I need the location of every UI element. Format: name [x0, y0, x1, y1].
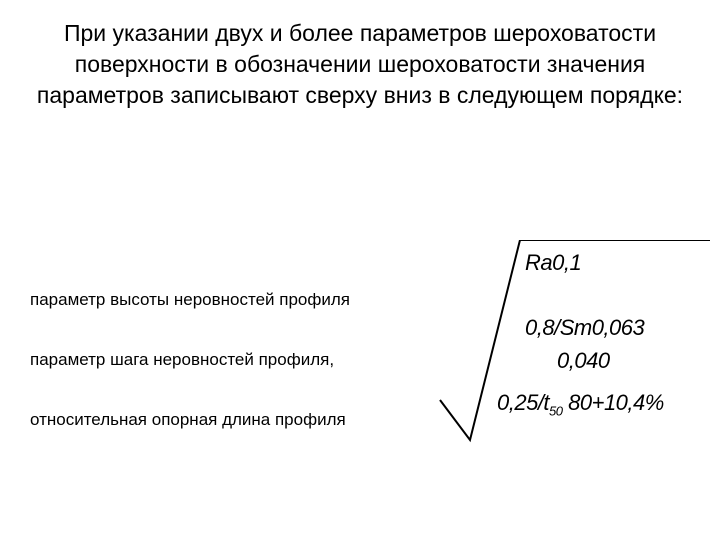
label-height-param: параметр высоты неровностей профиля — [30, 290, 350, 310]
heading-text: При указании двух и более параметров шер… — [0, 0, 720, 111]
value-t50-b: 80+10,4% — [563, 390, 664, 415]
value-t50-sub: 50 — [549, 403, 562, 418]
value-mid: 0,040 — [557, 348, 610, 374]
label-support-length: относительная опорная длина профиля — [30, 410, 346, 430]
value-ra: Ra0,1 — [525, 250, 581, 276]
value-t50-a: 0,25/t — [497, 390, 549, 415]
roughness-symbol-area: Ra0,1 0,8/Sm0,063 0,040 0,25/t50 80+10,4… — [430, 240, 710, 460]
label-step-param: параметр шага неровностей профиля, — [30, 350, 334, 370]
value-sm: 0,8/Sm0,063 — [525, 315, 644, 341]
value-t50: 0,25/t50 80+10,4% — [497, 390, 664, 418]
